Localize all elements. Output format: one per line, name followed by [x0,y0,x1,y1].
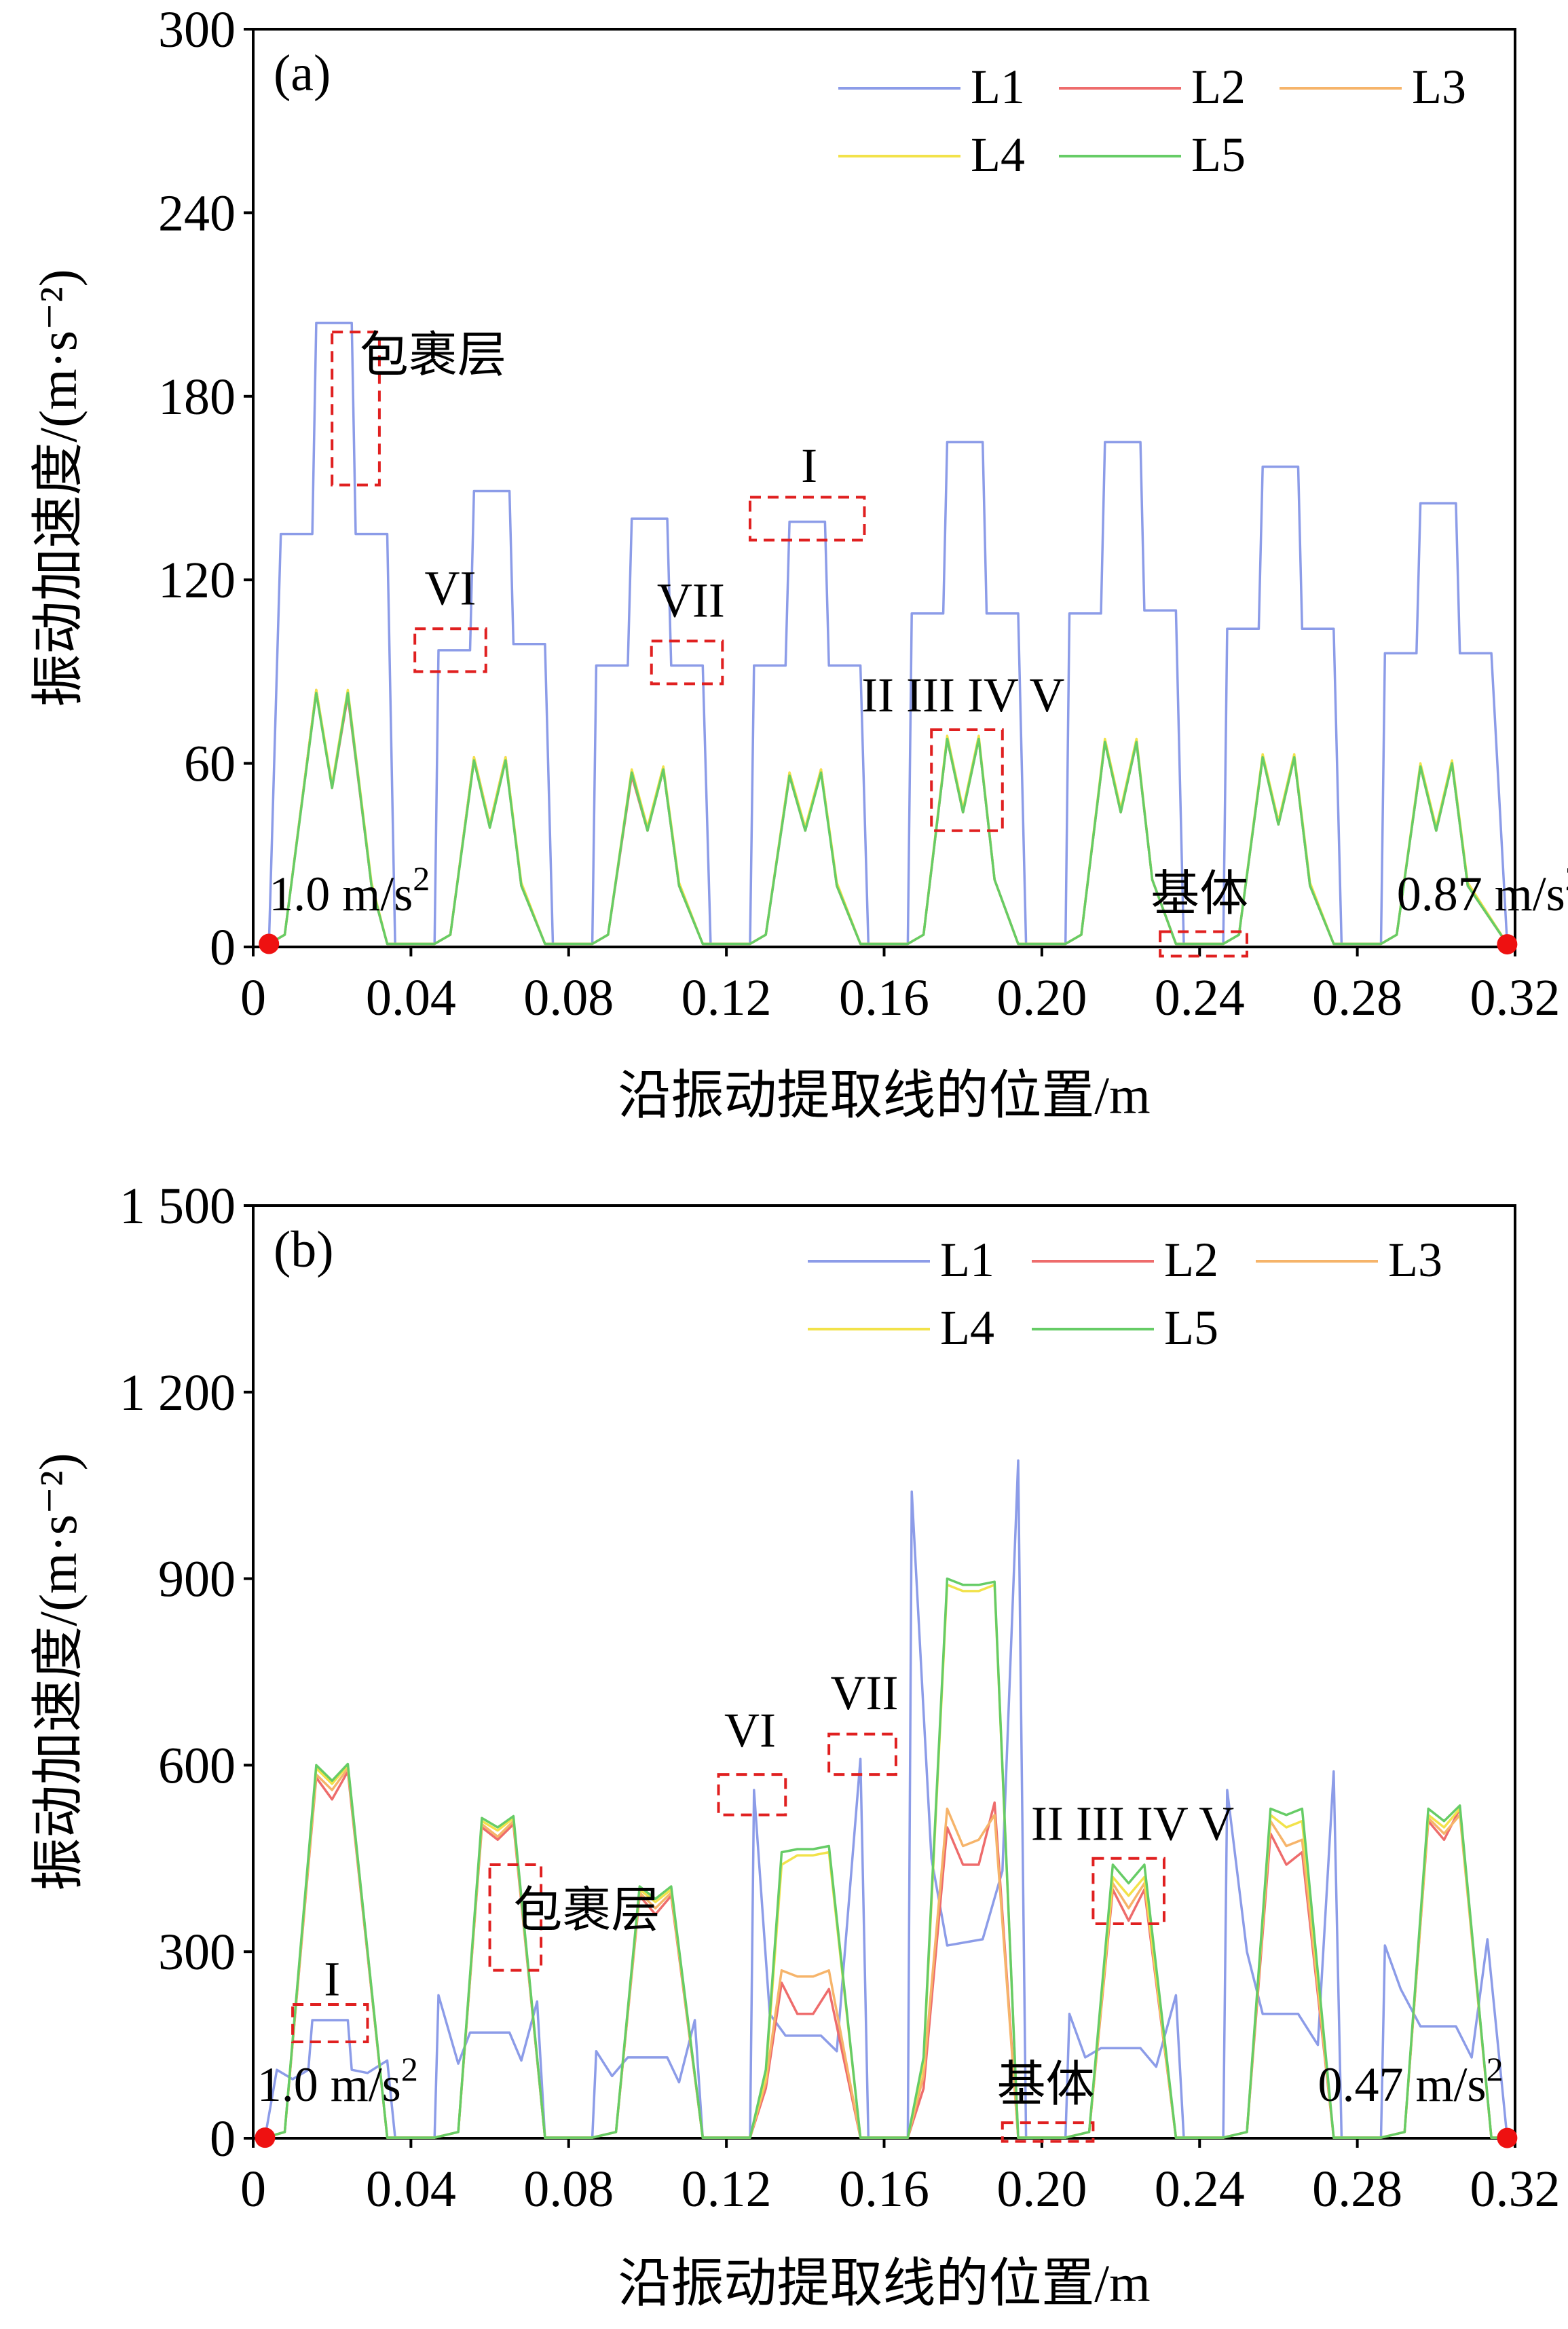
panel-a-label: (a) [274,45,331,102]
panel-b-highlight-box [717,1773,787,1816]
panel-b-annotation: VII [830,1666,898,1720]
panel-a-endpoint-marker [1497,934,1518,955]
panel-b-y-tick-label: 0 [210,2110,236,2167]
panel-a-y-tick-label: 240 [158,185,236,242]
panel-b-legend-label-l5: L5 [1164,1301,1218,1355]
panel-a-highlight-box [930,728,1004,832]
panel-b-x-tick-label: 0.32 [1470,2161,1561,2218]
panel-a-x-tick-label: 0.20 [996,969,1087,1026]
panel-a-highlight-box [331,331,381,487]
panel-a-y-tick-label: 120 [158,552,236,609]
panel-b-y-axis-title: 振动加速度/(m·s⁻²) [29,1453,88,1890]
panel-b-highlight-box [1001,2121,1095,2143]
panel-a-series-group [267,321,1509,946]
panel-a-x-tick-label: 0.04 [366,969,456,1026]
panel-b-annotation: II III IV V [1031,1796,1234,1850]
panel-b-y-tick-label: 1 500 [119,1178,236,1235]
panel-a-x-tick-label: 0.12 [682,969,772,1026]
panel-b-x-tick-label: 0.12 [682,2161,772,2218]
panel-b-y-tick-label: 300 [158,1924,236,1981]
panel-a-highlight-box [650,639,724,686]
panel-b-series-group [263,1459,1509,2139]
panel-b-series-l5 [264,1577,1508,2139]
panel-b-legend-label-l2: L2 [1164,1233,1218,1287]
panel-b-highlight-box [291,2003,369,2044]
panel-b-x-tick-label: 0.08 [523,2161,614,2218]
panel-b-legend: L1 L2 L3 L4 L5 [808,1233,1442,1355]
panel-a-annotation: 1.0 m/s2 [269,859,430,921]
panel-a-x-tick-label: 0.16 [839,969,929,1026]
panel-a-legend: L1 L2 L3 L4 L5 [838,60,1466,182]
panel-a-series-l1 [267,321,1509,946]
panel-b-x-tick-label: 0.16 [839,2161,929,2218]
panel-a-series-l5 [268,692,1508,946]
panel-a-annotation: VII [657,573,725,627]
panel-b-annotation: I [324,1952,340,2006]
panel-b-highlight-box [827,1732,897,1776]
panel-a-endpoint-marker [259,933,280,954]
panel-b-annotation: 0.47 m/s2 [1318,2050,1504,2112]
panel-b-series-l1 [263,1459,1509,2139]
panel-a-legend-label-l5: L5 [1191,128,1246,182]
panel-b-legend-label-l3: L3 [1388,1233,1442,1287]
panel-a-y-axis-title: 振动加速度/(m·s⁻²) [29,269,88,707]
panel-a-x-tick-label: 0.08 [523,969,614,1026]
panel-a-x-tick-label: 0 [240,969,266,1026]
panel-a-annotation: 0.87 m/s2 [1397,859,1568,921]
panel-b-x-tick-label: 0.20 [996,2161,1087,2218]
panel-a-x-axis-title: 沿振动提取线的位置/m [618,1066,1150,1125]
panel-b-highlight-box [1091,1857,1165,1925]
panel-a-annotation: II III IV V [861,668,1064,722]
panel-a-annotation: VI [424,561,476,615]
panel-a: 0 0.04 0.08 0.12 0.16 0.20 0.24 0.28 0.32 0 60 120 1… [29,1,1568,1125]
panel-b-x-tick-label: 0.04 [366,2161,456,2218]
panel-a-legend-label-l2: L2 [1191,60,1246,114]
panel-b-endpoint-marker [255,2127,276,2148]
panel-b-annotation: 基体 [997,2057,1095,2112]
panel-a-annotation: 包裹层 [360,329,506,383]
panel-b-endpoint-marker [1497,2127,1518,2148]
panel-a-y-tick-label: 0 [210,919,236,976]
panel-b-legend-label-l4: L4 [940,1301,994,1355]
panel-a-legend-label-l1: L1 [971,60,1025,114]
panel-a-annotation: 基体 [1151,867,1248,921]
panel-b-y-tick-label: 600 [158,1737,236,1794]
panel-a-highlight-box [1159,930,1248,958]
panel-b-legend-label-l1: L1 [940,1233,994,1287]
panel-b-highlight-box [488,1863,543,1972]
panel-a-annotation: I [801,439,817,493]
panel-a-y-tick-label: 60 [184,736,236,793]
panel-a-highlight-box [748,496,866,542]
panel-a-x-tick-label: 0.28 [1312,969,1402,1026]
panel-b-annotation: VI [724,1703,776,1757]
panel-b-annotation: 1.0 m/s2 [257,2050,418,2112]
panel-a-highlight-box [413,627,487,673]
panel-b-x-tick-label: 0 [240,2161,266,2218]
panel-b-x-axis-title: 沿振动提取线的位置/m [618,2254,1150,2313]
panel-b-x-tick-label: 0.28 [1312,2161,1402,2218]
panel-b-label: (b) [274,1221,334,1278]
panel-a-y-tick-label: 180 [158,369,236,426]
panel-a-plot-frame [252,28,1516,948]
panel-b-y-tick-label: 900 [158,1551,236,1608]
panel-b: 0 0.04 0.08 0.12 0.16 0.20 0.24 0.28 0.32 0 300 600… [29,1178,1561,2313]
panel-b-y-tick-label: 1 200 [119,1364,236,1421]
panel-a-y-tick-label: 300 [158,1,236,58]
panel-b-annotation: 包裹层 [513,1884,660,1938]
panel-a-legend-label-l4: L4 [971,128,1025,182]
panel-a-x-tick-label: 0.24 [1155,969,1245,1026]
panel-a-x-tick-label: 0.32 [1470,969,1561,1026]
panel-b-x-tick-label: 0.24 [1155,2161,1245,2218]
panel-a-legend-label-l3: L3 [1412,60,1466,114]
